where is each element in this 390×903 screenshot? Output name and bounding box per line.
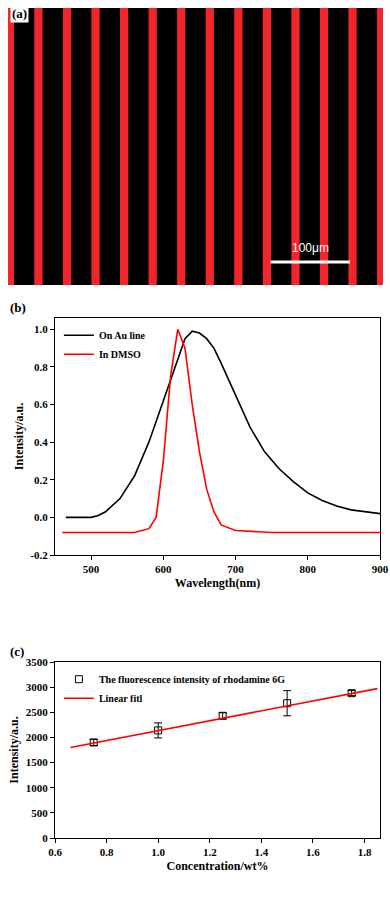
- svg-text:3500: 3500: [26, 656, 49, 668]
- svg-text:900: 900: [372, 563, 389, 575]
- svg-text:0.8: 0.8: [34, 361, 48, 373]
- svg-text:0: 0: [42, 832, 48, 844]
- svg-text:0.0: 0.0: [34, 511, 48, 523]
- svg-text:-0.2: -0.2: [30, 549, 48, 561]
- svg-text:1.2: 1.2: [203, 846, 217, 858]
- svg-text:0.2: 0.2: [34, 474, 48, 486]
- svg-text:On Au line: On Au line: [99, 330, 146, 341]
- svg-text:600: 600: [155, 563, 172, 575]
- svg-text:(b): (b): [10, 300, 26, 315]
- svg-text:700: 700: [227, 563, 244, 575]
- svg-text:500: 500: [31, 807, 48, 819]
- svg-text:0.6: 0.6: [48, 846, 62, 858]
- svg-text:In DMSO: In DMSO: [99, 349, 141, 360]
- svg-text:1500: 1500: [26, 756, 49, 768]
- svg-text:Intensity/a.u.: Intensity/a.u.: [7, 716, 21, 783]
- svg-text:2000: 2000: [26, 731, 49, 743]
- svg-text:500: 500: [83, 563, 100, 575]
- svg-text:1000: 1000: [26, 782, 49, 794]
- svg-text:0.8: 0.8: [100, 846, 114, 858]
- svg-text:The fluorescence intensity of: The fluorescence intensity of rhodamine …: [99, 674, 285, 685]
- svg-text:3000: 3000: [26, 681, 49, 693]
- svg-text:(a): (a): [12, 6, 27, 21]
- svg-text:Intensity/a.u.: Intensity/a.u.: [12, 403, 26, 470]
- svg-text:Linear fitl: Linear fitl: [99, 693, 143, 704]
- svg-text:1.0: 1.0: [151, 846, 165, 858]
- svg-text:Concentration/wt%: Concentration/wt%: [167, 859, 269, 873]
- svg-text:2500: 2500: [26, 706, 49, 718]
- svg-text:1.6: 1.6: [306, 846, 320, 858]
- svg-text:1.4: 1.4: [254, 846, 268, 858]
- svg-text:100μm: 100μm: [292, 241, 329, 255]
- svg-text:(c): (c): [10, 644, 24, 659]
- svg-text:1.8: 1.8: [358, 846, 372, 858]
- svg-text:0.4: 0.4: [34, 436, 48, 448]
- svg-text:0.6: 0.6: [34, 398, 48, 410]
- svg-text:Wavelength(nm): Wavelength(nm): [175, 576, 260, 590]
- svg-text:800: 800: [300, 563, 317, 575]
- svg-text:1.0: 1.0: [34, 323, 48, 335]
